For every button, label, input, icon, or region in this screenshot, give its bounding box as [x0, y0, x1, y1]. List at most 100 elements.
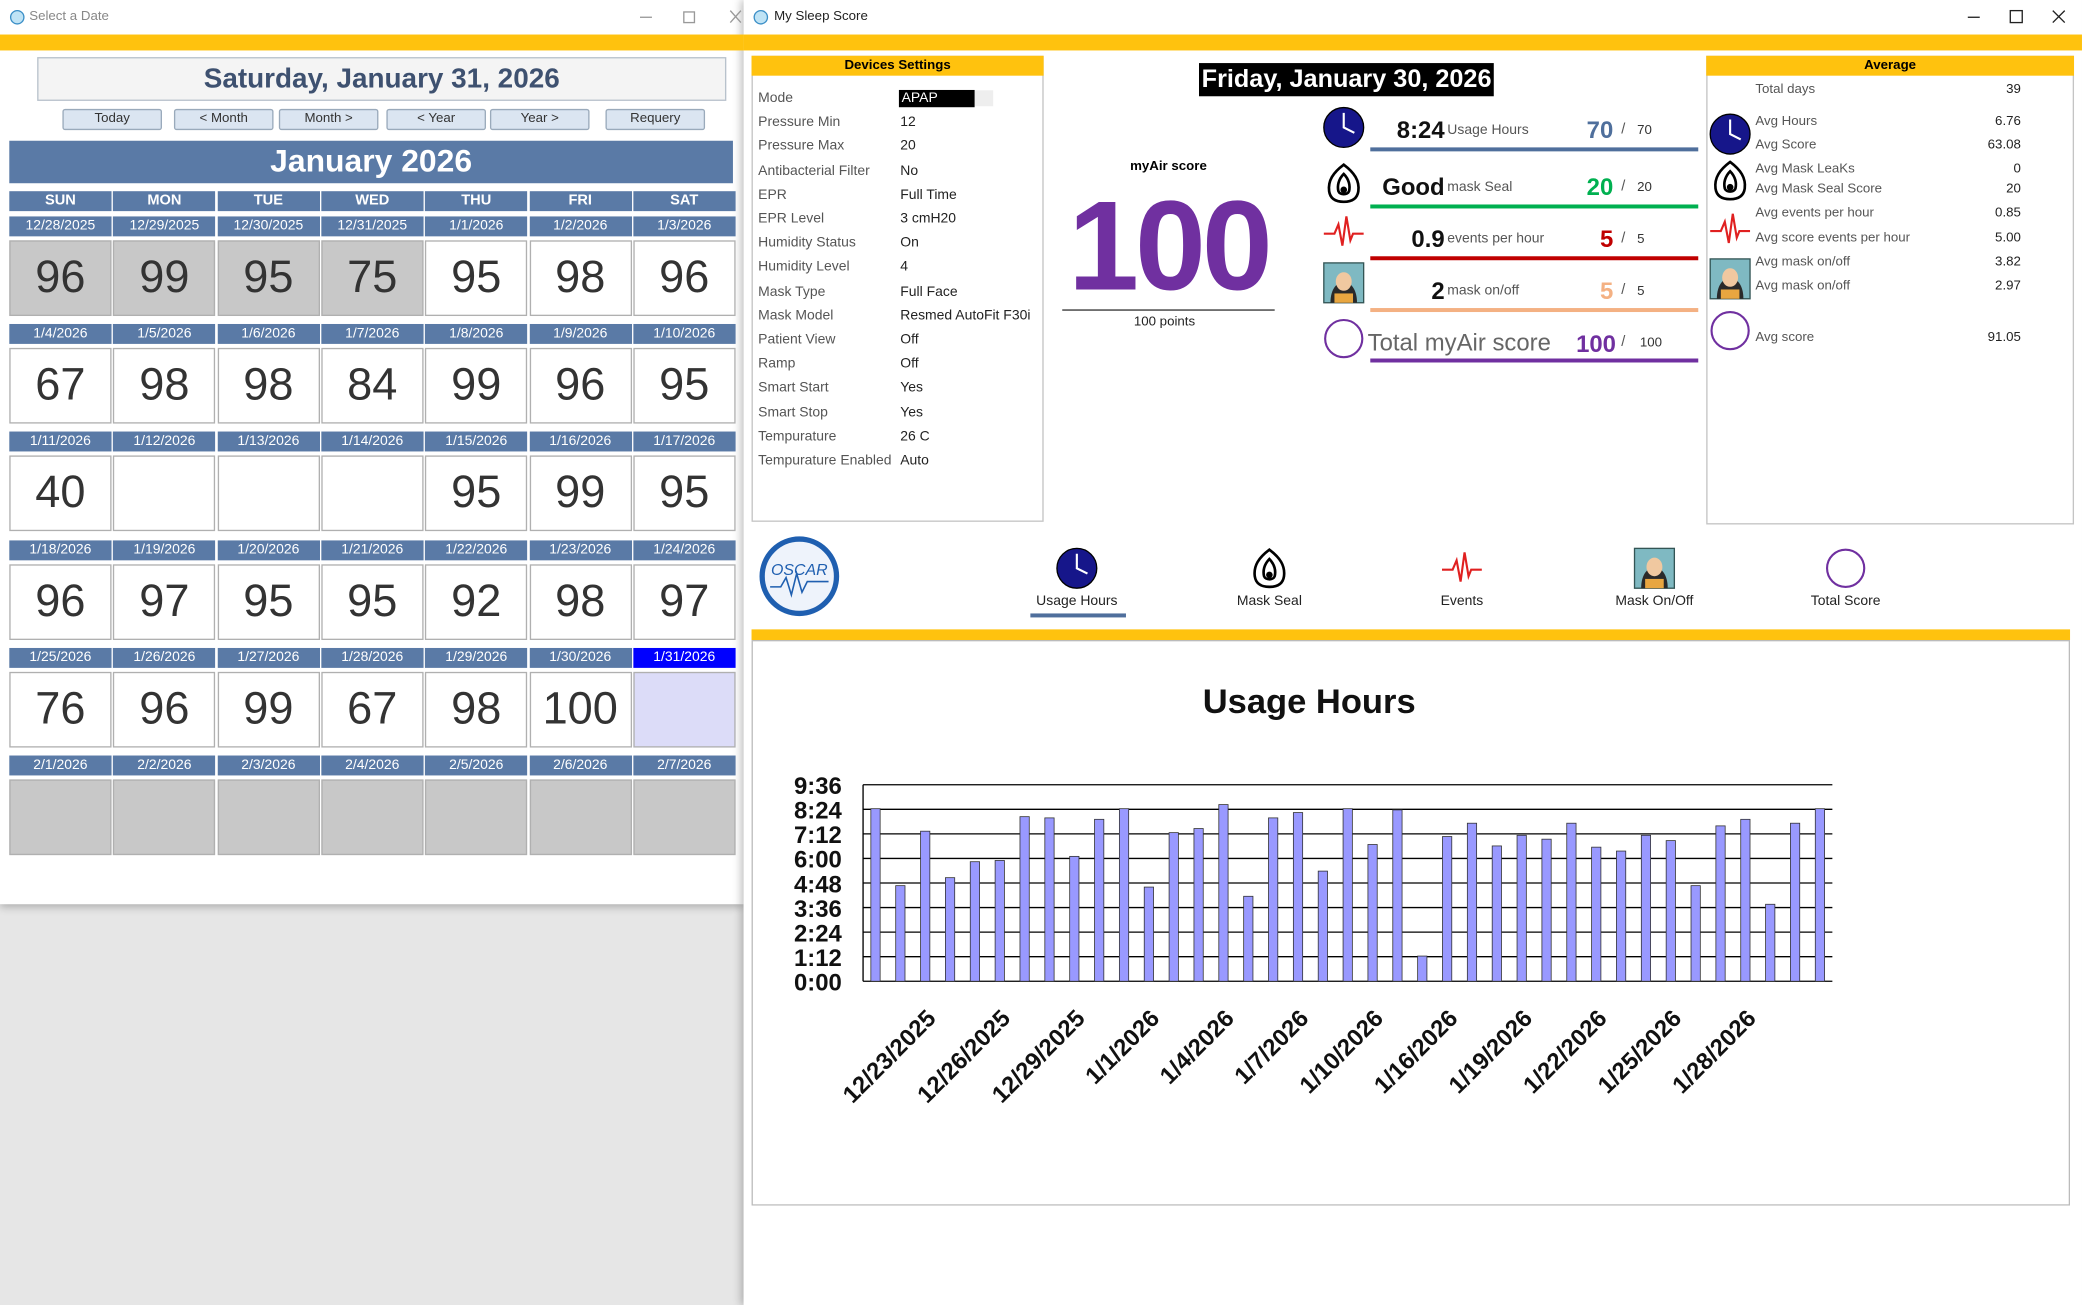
day-score[interactable]: 75 [321, 240, 424, 317]
day-score[interactable]: 98 [217, 348, 320, 424]
tab[interactable]: Events [1440, 593, 1484, 610]
day-score[interactable]: 95 [425, 240, 528, 317]
day-date[interactable]: 2/2/2026 [113, 755, 216, 776]
day-date[interactable]: 1/27/2026 [217, 647, 320, 668]
day-score[interactable]: 98 [425, 671, 528, 748]
day-date[interactable]: 1/7/2026 [321, 324, 424, 345]
day-date[interactable]: 1/8/2026 [425, 324, 528, 345]
day-score[interactable]: 96 [113, 671, 216, 748]
day-score[interactable] [113, 779, 216, 856]
nav-button[interactable]: Today [62, 108, 162, 131]
day-score[interactable]: 95 [633, 348, 736, 424]
day-date[interactable]: 1/6/2026 [217, 324, 320, 345]
tab[interactable]: Usage Hours [1036, 593, 1118, 610]
day-score[interactable] [529, 779, 632, 856]
nav-button[interactable]: < Month [173, 108, 274, 131]
day-date[interactable]: 1/15/2026 [425, 432, 528, 452]
nav-button[interactable]: < Year [386, 108, 486, 131]
day-score[interactable]: 96 [9, 563, 112, 640]
day-date[interactable]: 1/9/2026 [529, 324, 632, 345]
day-date[interactable]: 1/11/2026 [9, 432, 112, 452]
day-score[interactable]: 67 [9, 348, 112, 424]
day-score[interactable]: 40 [9, 455, 112, 532]
day-date[interactable]: 1/16/2026 [529, 432, 632, 452]
day-date[interactable]: 12/30/2025 [217, 216, 320, 237]
day-date[interactable]: 1/21/2026 [321, 539, 424, 560]
clock-icon [1056, 547, 1098, 589]
day-score[interactable]: 95 [217, 240, 320, 317]
day-score[interactable]: 76 [9, 671, 112, 748]
day-score[interactable]: 99 [529, 455, 632, 532]
day-date[interactable]: 1/5/2026 [113, 324, 216, 345]
day-date[interactable]: 1/3/2026 [633, 216, 736, 237]
day-date[interactable]: 1/28/2026 [321, 647, 424, 668]
day-date[interactable]: 2/4/2026 [321, 755, 424, 776]
day-date[interactable]: 12/29/2025 [113, 216, 216, 237]
day-score[interactable] [633, 779, 736, 856]
day-date[interactable]: 1/22/2026 [425, 539, 528, 560]
day-score[interactable]: 98 [529, 563, 632, 640]
nav-button[interactable]: Month > [278, 108, 379, 131]
day-score[interactable] [321, 455, 424, 532]
day-date[interactable]: 1/10/2026 [633, 324, 736, 345]
oscar-logo: OSCAR [759, 536, 840, 617]
day-date[interactable]: 1/1/2026 [425, 216, 528, 237]
day-score[interactable]: 67 [321, 671, 424, 748]
day-date[interactable]: 1/26/2026 [113, 647, 216, 668]
day-date[interactable]: 2/1/2026 [9, 755, 112, 776]
day-score[interactable]: 98 [113, 348, 216, 424]
day-score[interactable]: 99 [113, 240, 216, 317]
nav-button[interactable]: Year > [489, 108, 590, 131]
clock-part [1075, 553, 1088, 575]
day-date[interactable]: 1/19/2026 [113, 539, 216, 560]
day-date[interactable]: 2/3/2026 [217, 755, 320, 776]
day-date[interactable]: 1/20/2026 [217, 539, 320, 560]
day-date[interactable]: 1/31/2026 [633, 647, 736, 668]
day-score[interactable]: 92 [425, 563, 528, 640]
day-date[interactable]: 1/17/2026 [633, 432, 736, 452]
day-score[interactable]: 97 [113, 563, 216, 640]
day-date[interactable]: 2/7/2026 [633, 755, 736, 776]
day-date[interactable]: 12/31/2025 [321, 216, 424, 237]
day-score[interactable] [217, 779, 320, 856]
tab[interactable]: Mask Seal [1236, 593, 1302, 610]
day-date[interactable]: 1/24/2026 [633, 539, 736, 560]
day-score[interactable] [425, 779, 528, 856]
day-score[interactable]: 96 [633, 240, 736, 317]
day-score[interactable]: 96 [529, 348, 632, 424]
day-score[interactable] [9, 779, 112, 856]
nav-button[interactable]: Requery [605, 108, 706, 131]
day-date[interactable]: 1/13/2026 [217, 432, 320, 452]
total-score: 100 [1576, 330, 1616, 358]
day-date[interactable]: 1/14/2026 [321, 432, 424, 452]
day-score[interactable]: 99 [425, 348, 528, 424]
day-score[interactable]: 95 [321, 563, 424, 640]
day-date[interactable]: 1/4/2026 [9, 324, 112, 345]
day-score[interactable] [321, 779, 424, 856]
day-date[interactable]: 1/12/2026 [113, 432, 216, 452]
day-date[interactable]: 12/28/2025 [9, 216, 112, 237]
day-score[interactable] [217, 455, 320, 532]
day-score[interactable]: 95 [425, 455, 528, 532]
tab[interactable]: Total Score [1810, 593, 1881, 610]
day-date[interactable]: 1/30/2026 [529, 647, 632, 668]
day-score[interactable]: 97 [633, 563, 736, 640]
day-score[interactable] [633, 671, 736, 748]
day-score[interactable]: 99 [217, 671, 320, 748]
day-score[interactable] [113, 455, 216, 532]
tab[interactable]: Mask On/Off [1615, 593, 1694, 610]
day-score[interactable]: 95 [217, 563, 320, 640]
day-date[interactable]: 1/29/2026 [425, 647, 528, 668]
day-score[interactable]: 84 [321, 348, 424, 424]
day-date[interactable]: 1/2/2026 [529, 216, 632, 237]
day-score[interactable]: 100 [529, 671, 632, 748]
day-score[interactable]: 98 [529, 240, 632, 317]
day-date[interactable]: 2/6/2026 [529, 755, 632, 776]
day-score[interactable]: 95 [633, 455, 736, 532]
day-date[interactable]: 1/23/2026 [529, 539, 632, 560]
day-date[interactable]: 2/5/2026 [425, 755, 528, 776]
day-date[interactable]: 1/18/2026 [9, 539, 112, 560]
day-score[interactable]: 96 [9, 240, 112, 317]
y-tick-label: 3:36 [794, 896, 842, 923]
day-date[interactable]: 1/25/2026 [9, 647, 112, 668]
